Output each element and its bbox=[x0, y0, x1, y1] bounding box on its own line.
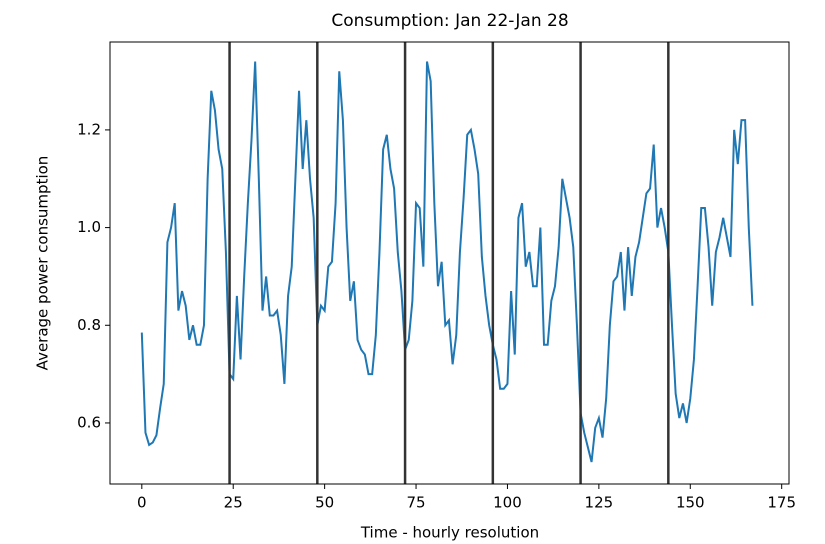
x-tick-label: 50 bbox=[315, 494, 334, 512]
y-tick-label: 1.0 bbox=[77, 218, 101, 236]
data-line bbox=[140, 61, 754, 463]
plot-frame bbox=[109, 41, 790, 485]
chart-title: Consumption: Jan 22-Jan 28 bbox=[331, 11, 568, 31]
x-tick-label: 175 bbox=[767, 494, 796, 512]
x-tick-label: 25 bbox=[224, 494, 243, 512]
x-tick-label: 150 bbox=[676, 494, 705, 512]
x-tick-label: 100 bbox=[493, 494, 522, 512]
x-tick-label: 0 bbox=[137, 494, 147, 512]
x-tick-label: 75 bbox=[406, 494, 425, 512]
y-axis-label: Average power consumption bbox=[34, 156, 52, 371]
y-tick-label: 1.2 bbox=[77, 120, 101, 138]
y-tick-label: 0.6 bbox=[77, 413, 101, 431]
x-axis-label: Time - hourly resolution bbox=[360, 524, 539, 542]
y-tick-label: 0.8 bbox=[77, 316, 101, 334]
x-tick-label: 125 bbox=[585, 494, 614, 512]
